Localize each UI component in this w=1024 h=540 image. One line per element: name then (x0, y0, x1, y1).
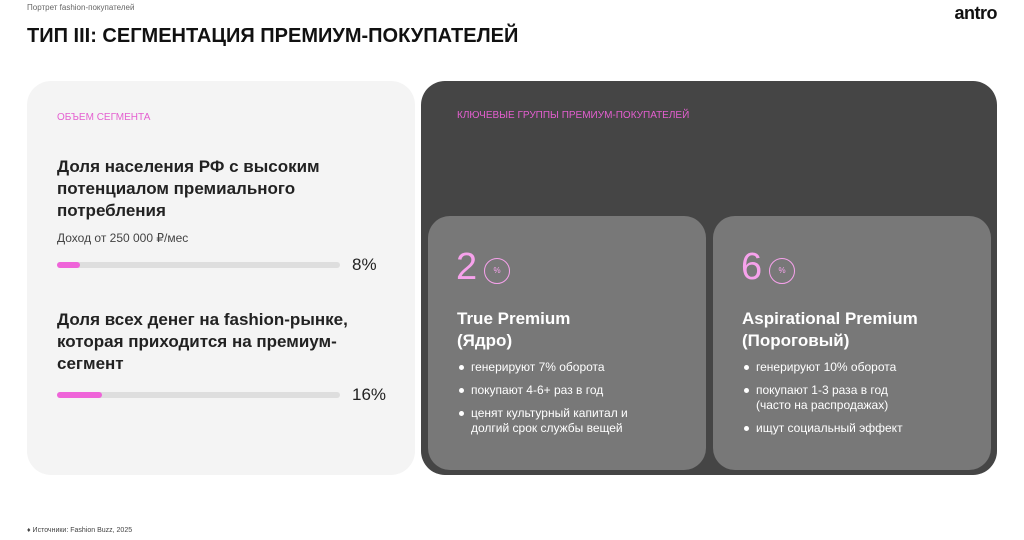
group-unit: % (769, 258, 795, 284)
progress-track (57, 262, 340, 268)
subtitle: Портрет fashion-покупателей (27, 3, 135, 12)
progress-bar (57, 392, 103, 398)
footer-label: Источники: (32, 527, 69, 534)
metric-text: Доля всех денег на fashion-рынке, котора… (57, 310, 348, 373)
section-label: ОБЪЕМ СЕГМЕНТА (57, 112, 151, 123)
footer-source: Fashion Buzz, 2025 (70, 527, 133, 534)
footer-icon: ♦ (27, 527, 31, 534)
logo: antro (954, 3, 998, 23)
bullet: покупают 1-3 раза в год (часто на распро… (742, 383, 907, 413)
metric-value: 16% (352, 385, 387, 404)
group-value: 2 (456, 246, 478, 288)
metric-text: Доля населения РФ с высоким потенциалом … (57, 157, 320, 220)
group-name: True Premium (457, 309, 571, 328)
bullet: генерируют 10% оборота (742, 360, 907, 375)
title: ТИП III: СЕГМЕНТАЦИЯ ПРЕМИУМ-ПОКУПАТЕЛЕЙ (27, 25, 519, 47)
bullet: ищут социальный эффект (742, 421, 907, 436)
bullets: генерируют 10% оборота покупают 1-3 раза… (742, 360, 907, 444)
group-value: 6 (741, 246, 763, 288)
metric-note: Доход от 250 000 ₽/мес (57, 231, 189, 245)
footer: ♦ Источники: Fashion Buzz, 2025 (27, 527, 132, 534)
bullets: генерируют 7% оборота покупают 4-6+ раз … (457, 360, 657, 444)
progress-track (57, 392, 340, 398)
group-unit: % (484, 258, 510, 284)
group-card: 2 % True Premium (Ядро) генерируют 7% обо… (428, 216, 706, 470)
section-label: КЛЮЧЕВЫЕ ГРУППЫ ПРЕМИУМ-ПОКУПАТЕЛЕЙ (457, 110, 690, 121)
metric-value: 8% (352, 255, 377, 274)
bullet: ценят культурный капитал и долгий срок с… (457, 406, 657, 436)
progress-bar (57, 262, 80, 268)
bullet: генерируют 7% оборота (457, 360, 657, 375)
segment-panel (27, 81, 415, 475)
group-name: Aspirational Premium (742, 309, 918, 328)
group-kind: (Ядро) (457, 331, 513, 350)
group-kind: (Пороговый) (742, 331, 850, 350)
bullet: покупают 4-6+ раз в год (457, 383, 657, 398)
group-card: 6 % Aspirational Premium (Пороговый) гене… (713, 216, 991, 470)
